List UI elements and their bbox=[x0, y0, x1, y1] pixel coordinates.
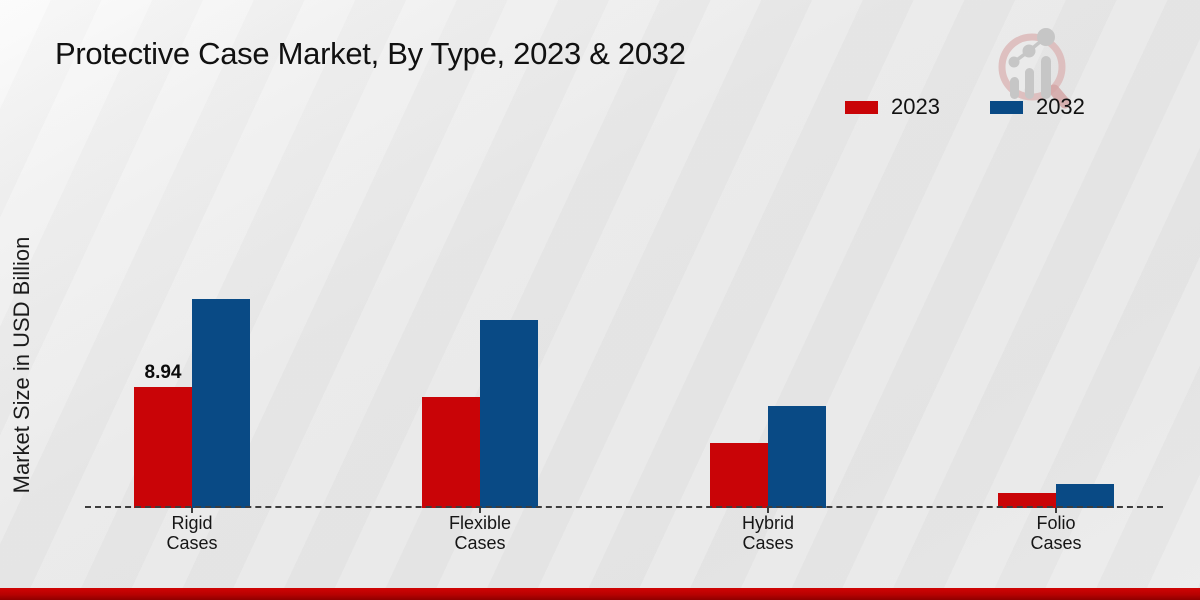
x-axis-tick-hybrid-cases bbox=[767, 508, 769, 513]
category-label-line: Rigid bbox=[171, 513, 213, 533]
bar-value-label: 8.94 bbox=[144, 362, 182, 383]
category-label-line: Cases bbox=[166, 533, 218, 553]
x-axis-tick-flexible-cases bbox=[479, 508, 481, 513]
legend-swatch-2023 bbox=[845, 100, 878, 114]
chart-title: Protective Case Market, By Type, 2023 & … bbox=[55, 36, 686, 71]
bar-2032-flexible-cases bbox=[480, 320, 538, 508]
legend-label: 2023 bbox=[891, 94, 940, 119]
legend-item-2023: 2023 bbox=[845, 96, 940, 118]
x-axis-category-label-flexible-cases: Flexible Cases bbox=[410, 513, 550, 553]
bar-2023-folio-cases bbox=[998, 493, 1056, 508]
bar-2023-rigid-cases bbox=[134, 387, 192, 508]
footer-accent-bar bbox=[0, 588, 1200, 600]
x-axis-tick-folio-cases bbox=[1055, 508, 1057, 513]
category-label-line: Folio bbox=[1036, 513, 1076, 533]
x-axis-category-label-rigid-cases: Rigid Cases bbox=[122, 513, 262, 553]
x-axis-category-label-folio-cases: Folio Cases bbox=[986, 513, 1126, 553]
legend-label: 2032 bbox=[1035, 94, 1085, 119]
x-axis-category-label-hybrid-cases: Hybrid Cases bbox=[698, 513, 838, 553]
category-label-line: Hybrid bbox=[741, 513, 794, 533]
x-axis-dashed-baseline bbox=[85, 506, 1163, 508]
bar-2032-folio-cases bbox=[1056, 484, 1114, 508]
category-label-line: Cases bbox=[1030, 533, 1082, 553]
legend-item-2032: 2032 bbox=[989, 94, 1085, 119]
legend-swatch-2032 bbox=[989, 100, 1023, 114]
legend: 2023 2032 bbox=[845, 96, 1085, 118]
category-label-line: Cases bbox=[742, 533, 794, 553]
magnifier-growth-logo-watermark bbox=[998, 28, 1071, 109]
bar-2023-hybrid-cases bbox=[710, 443, 768, 508]
bar-2032-hybrid-cases bbox=[768, 406, 826, 508]
bar-2023-flexible-cases bbox=[422, 397, 480, 508]
x-axis-tick-rigid-cases bbox=[191, 508, 193, 513]
bar-2032-rigid-cases bbox=[192, 299, 250, 508]
category-label-line: Cases bbox=[454, 533, 506, 553]
category-label-line: Flexible bbox=[448, 513, 512, 533]
